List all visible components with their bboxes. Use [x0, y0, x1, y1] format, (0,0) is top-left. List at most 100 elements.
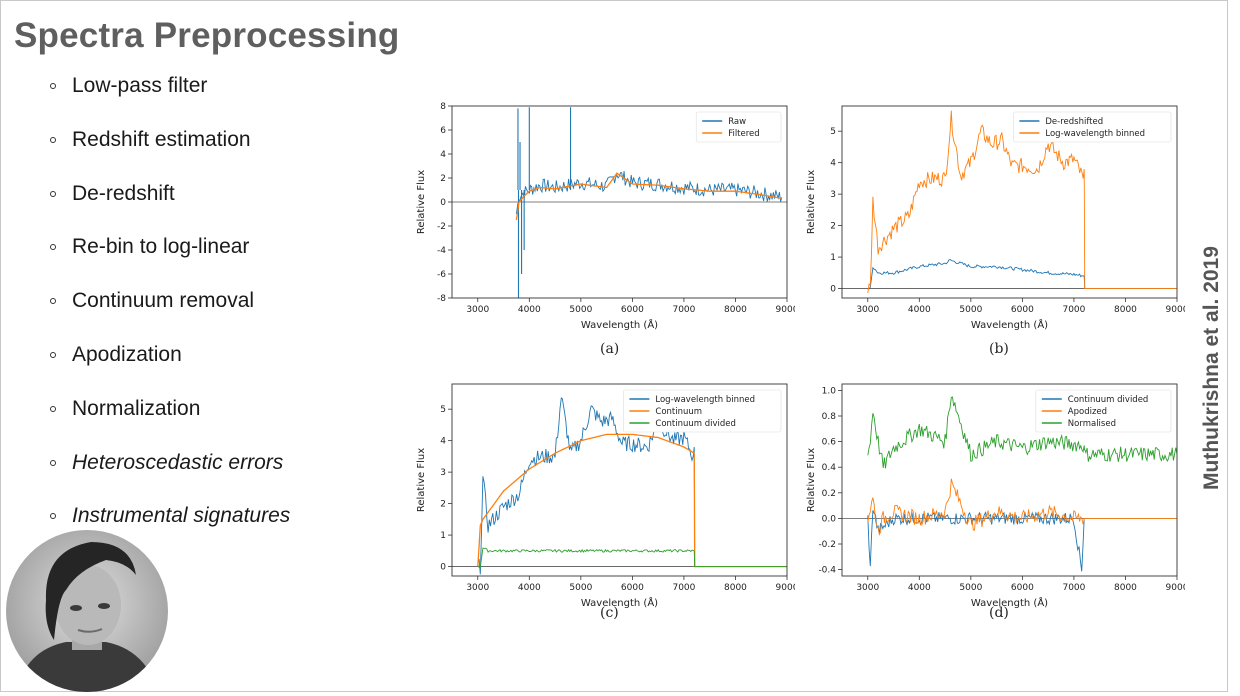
- bullet-item: Redshift estimation: [50, 124, 290, 178]
- citation-credit: Muthukrishna et al. 2019: [1200, 246, 1223, 490]
- legend-label: Continuum divided: [655, 419, 736, 429]
- y-tick-label: 0: [830, 285, 836, 295]
- x-tick-label: 3000: [856, 583, 879, 593]
- x-tick-label: 8000: [724, 305, 747, 315]
- legend-label: Continuum: [655, 407, 702, 417]
- axes-frame: [451, 383, 788, 577]
- y-tick-label: 1: [440, 531, 446, 541]
- bullet-text: Apodization: [72, 342, 182, 366]
- bullet-dot-icon: [50, 298, 56, 305]
- bullet-text: De-redshift: [72, 181, 175, 205]
- y-axis-label: Relative Flux: [416, 448, 427, 512]
- bullet-item: Re-bin to log-linear: [50, 231, 290, 285]
- presenter-portrait-icon: [6, 530, 168, 692]
- y-tick-label: 0.2: [822, 489, 836, 499]
- x-tick-label: 5000: [959, 583, 982, 593]
- x-tick-label: 7000: [1062, 583, 1085, 593]
- caption-b: (b): [989, 341, 1009, 357]
- y-tick-label: 0: [440, 198, 446, 208]
- y-tick-label: 4: [440, 150, 446, 160]
- axes-frame: [841, 105, 1178, 299]
- x-axis-label: Wavelength (Å): [971, 596, 1048, 609]
- y-axis-label: Relative Flux: [806, 170, 817, 234]
- x-tick-label: 3000: [856, 305, 879, 315]
- series-line-apodized: [867, 478, 1177, 536]
- y-axis-label: Relative Flux: [416, 170, 427, 234]
- y-tick-label: 4: [440, 437, 446, 447]
- bullet-dot-icon: [50, 459, 56, 466]
- x-tick-label: 5000: [569, 305, 592, 315]
- series-line-raw: [515, 171, 783, 215]
- y-tick-label: -0.2: [818, 540, 836, 550]
- bullet-item: Apodization: [50, 339, 290, 393]
- y-tick-label: 4: [830, 159, 836, 169]
- bullet-item: Low-pass filter: [50, 70, 290, 124]
- x-tick-label: 6000: [1011, 583, 1034, 593]
- y-tick-label: 0.6: [822, 438, 837, 448]
- presenter-photo: [6, 530, 168, 692]
- legend-label: Apodized: [1068, 407, 1107, 417]
- legend-label: Filtered: [728, 129, 760, 139]
- legend-label: De-redshifted: [1045, 117, 1103, 127]
- bullet-item: Heteroscedastic errors: [50, 447, 290, 501]
- caption-d: (d): [989, 605, 1009, 621]
- y-tick-label: 3: [440, 468, 446, 478]
- y-tick-label: 3: [830, 190, 836, 200]
- bullet-text: Heteroscedastic errors: [72, 450, 284, 474]
- x-tick-label: 7000: [672, 305, 695, 315]
- y-tick-label: -4: [437, 246, 446, 256]
- x-axis-label: Wavelength (Å): [971, 318, 1048, 331]
- legend-label: Log-wavelength binned: [655, 395, 755, 405]
- y-tick-label: 0.8: [822, 412, 837, 422]
- bullet-text: Normalization: [72, 396, 201, 420]
- x-tick-label: 4000: [908, 583, 931, 593]
- caption-c: (c): [600, 605, 619, 621]
- series-line-continuum: [477, 433, 787, 568]
- y-tick-label: -0.4: [818, 566, 836, 576]
- y-tick-label: -8: [437, 294, 446, 304]
- bullet-dot-icon: [50, 136, 56, 143]
- caption-a: (a): [600, 341, 620, 357]
- x-tick-label: 8000: [1114, 583, 1137, 593]
- legend-label: Normalised: [1068, 419, 1116, 429]
- y-tick-label: 6: [440, 126, 446, 136]
- x-tick-label: 4000: [518, 583, 541, 593]
- y-tick-label: 0.0: [822, 514, 837, 524]
- bullet-dot-icon: [50, 190, 56, 197]
- x-tick-label: 6000: [621, 305, 644, 315]
- slide-title: Spectra Preprocessing: [14, 16, 400, 55]
- y-tick-label: 2: [440, 500, 446, 510]
- bullet-item: Instrumental signatures: [50, 500, 290, 554]
- x-tick-label: 6000: [1011, 305, 1034, 315]
- series-line-log-wavelength-binned: [867, 110, 1177, 293]
- x-tick-label: 8000: [724, 583, 747, 593]
- legend-label: Raw: [728, 117, 746, 127]
- y-tick-label: 8: [440, 102, 446, 112]
- y-tick-label: 5: [440, 405, 446, 415]
- bullet-dot-icon: [50, 83, 56, 89]
- x-tick-label: 5000: [569, 583, 592, 593]
- bullet-item: Continuum removal: [50, 285, 290, 339]
- y-tick-label: 1: [830, 253, 836, 263]
- y-tick-label: 2: [830, 222, 836, 232]
- y-tick-label: 0: [440, 563, 446, 573]
- legend-label: Continuum divided: [1068, 395, 1149, 405]
- bullet-text: Instrumental signatures: [72, 504, 291, 528]
- series-line-continuum-divided: [477, 547, 787, 568]
- legend-box: [1013, 111, 1172, 143]
- y-tick-label: 5: [830, 127, 836, 137]
- bullet-text: Redshift estimation: [72, 127, 251, 151]
- legend-label: Log-wavelength binned: [1045, 129, 1145, 139]
- x-tick-label: 8000: [1114, 305, 1137, 315]
- series-line-filtered: [515, 172, 782, 221]
- y-tick-label: 0.4: [822, 463, 837, 473]
